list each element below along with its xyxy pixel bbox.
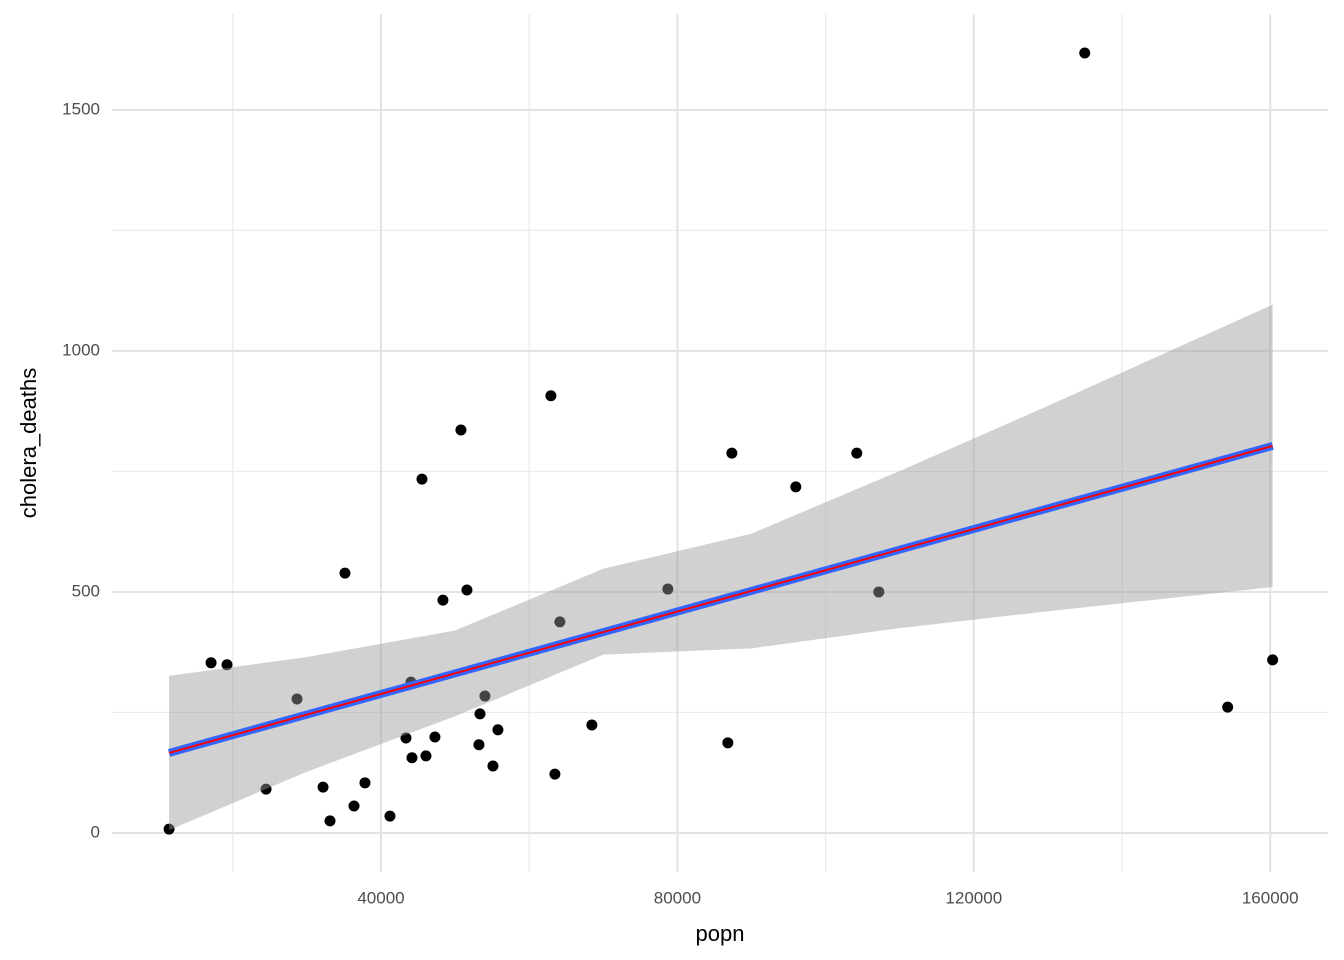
point bbox=[163, 823, 175, 835]
y-tick-label: 1500 bbox=[62, 99, 100, 118]
point bbox=[479, 690, 491, 702]
point bbox=[461, 584, 473, 596]
point bbox=[545, 390, 557, 402]
y-tick-label: 1000 bbox=[62, 340, 100, 359]
point bbox=[586, 719, 598, 731]
point bbox=[221, 659, 233, 671]
fit-line-inner bbox=[168, 444, 1273, 754]
point bbox=[416, 473, 428, 485]
point bbox=[473, 739, 485, 751]
y-tick-label: 0 bbox=[91, 822, 100, 841]
x-tick-label: 120000 bbox=[945, 888, 1002, 907]
point bbox=[420, 750, 432, 762]
point bbox=[324, 815, 336, 827]
point bbox=[1267, 654, 1279, 666]
point bbox=[873, 586, 885, 598]
point bbox=[474, 708, 486, 720]
x-tick-label: 160000 bbox=[1242, 888, 1299, 907]
point bbox=[492, 724, 504, 736]
point bbox=[487, 760, 499, 772]
point bbox=[339, 567, 351, 579]
y-tick-label: 500 bbox=[72, 581, 100, 600]
point bbox=[291, 693, 303, 705]
point bbox=[406, 752, 418, 764]
point bbox=[1079, 47, 1091, 59]
point bbox=[1222, 701, 1234, 713]
confidence-band bbox=[169, 304, 1273, 831]
point bbox=[554, 616, 566, 628]
point bbox=[348, 800, 360, 812]
y-axis-title: cholera_deaths bbox=[16, 368, 41, 518]
point bbox=[851, 447, 863, 459]
point bbox=[205, 657, 217, 669]
point bbox=[722, 737, 734, 749]
x-axis-title: popn bbox=[696, 921, 745, 946]
point bbox=[317, 781, 329, 793]
point bbox=[790, 481, 802, 493]
x-tick-label: 40000 bbox=[357, 888, 404, 907]
point bbox=[726, 447, 738, 459]
point bbox=[359, 777, 371, 789]
point bbox=[260, 783, 272, 795]
point bbox=[429, 731, 441, 743]
point bbox=[455, 424, 467, 436]
point bbox=[400, 732, 412, 744]
x-tick-label: 80000 bbox=[654, 888, 701, 907]
point bbox=[384, 810, 396, 822]
point bbox=[437, 594, 449, 606]
point bbox=[549, 768, 561, 780]
point bbox=[662, 583, 674, 595]
